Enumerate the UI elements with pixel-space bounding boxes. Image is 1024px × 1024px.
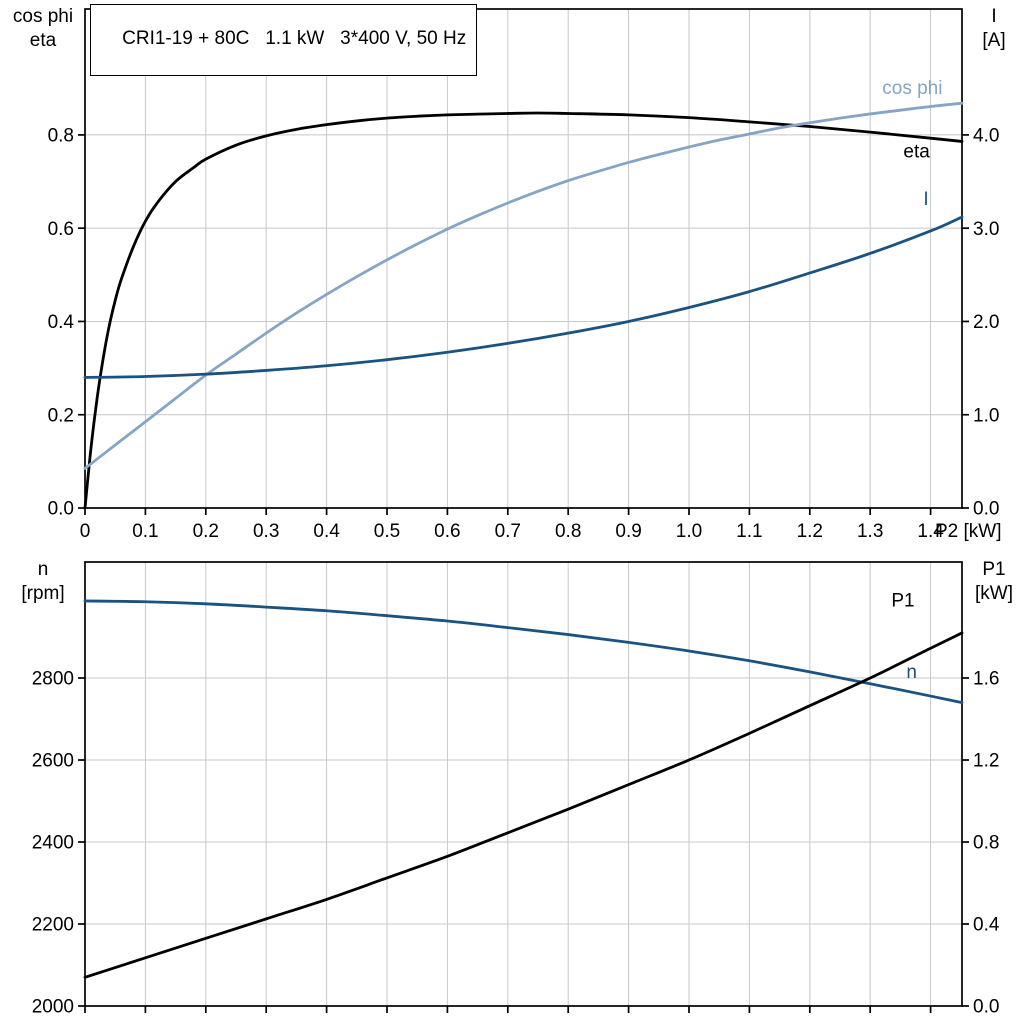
right-axis-tick-label: 2.0 <box>973 312 999 333</box>
axis-title-speed-unit: [rpm] <box>21 583 65 604</box>
axis-title-cos-phi: cos phi <box>12 6 74 27</box>
right-axis-tick-label: 1.6 <box>973 669 999 690</box>
axis-title-current-unit: [A] <box>982 30 1006 51</box>
left-axis-tick-label: 0.0 <box>48 499 74 520</box>
p1-curve <box>83 631 964 979</box>
right-axis-tick-label: 4.0 <box>973 126 999 147</box>
curve-label-eta: eta <box>903 141 930 162</box>
left-axis-tick-label: 0.2 <box>48 405 74 426</box>
axis-title-p1-unit: [kW] <box>975 583 1013 604</box>
right-axis-tick-label: 0.4 <box>973 915 1000 936</box>
bottom-left-axis-title: n [rpm] <box>4 558 82 606</box>
top-right-axis-title: I [A] <box>966 5 1022 53</box>
axis-title-current: I <box>991 6 997 27</box>
curve-label-cos-phi: cos phi <box>882 78 942 99</box>
x-axis-tick-label: 0.8 <box>555 521 581 542</box>
left-axis-tick-label: 2000 <box>32 997 74 1018</box>
right-axis-tick-label: 1.0 <box>973 405 999 426</box>
right-axis-tick-label: 3.0 <box>973 219 999 240</box>
x-axis-tick-label: 0.4 <box>313 521 340 542</box>
left-axis-tick-label: 2800 <box>32 669 74 690</box>
x-axis-tick-label: 0.1 <box>132 521 158 542</box>
top-left-axis-title: cos phi eta <box>4 5 82 53</box>
axis-title-p1: P1 <box>982 559 1006 580</box>
x-axis-tick-label: 1.2 <box>797 521 823 542</box>
right-axis-tick-label: 0.0 <box>973 997 999 1018</box>
left-axis-tick-label: 2600 <box>32 751 74 772</box>
x-axis-tick-label: 0.5 <box>374 521 400 542</box>
right-axis-tick-label: 0.0 <box>973 499 999 520</box>
plot-top: 0.0 0.2 0.4 0.6 0.8 0.0 1.0 2.0 3.0 4.0 0 0.1 0.2 0.3… <box>48 8 1002 542</box>
x-axis-tick-label: 0.7 <box>495 521 521 542</box>
speed-curve <box>83 599 964 705</box>
chart-title-box: CRI1-19 + 80C 1.1 kW 3*400 V, 50 Hz <box>90 4 478 76</box>
bottom-right-axis-title: P1 [kW] <box>966 558 1022 606</box>
right-axis-tick-label: 0.8 <box>973 833 999 854</box>
x-axis-tick-label: 0.3 <box>253 521 279 542</box>
current-curve <box>83 215 964 379</box>
plot-frame <box>84 8 963 509</box>
left-axis-tick-label: 2200 <box>32 915 74 936</box>
x-axis-tick-label: 1.4 <box>917 521 944 542</box>
curve-label-current: I <box>923 189 928 210</box>
axis-title-speed: n <box>37 559 49 580</box>
x-axis-tick-label: 1.3 <box>857 521 883 542</box>
left-axis-tick-label: 2400 <box>32 833 74 854</box>
curve-label-p1: P1 <box>891 590 914 611</box>
x-axis-tick-label: 1.0 <box>676 521 702 542</box>
plot-frame <box>84 561 963 1007</box>
left-axis-tick-label: 0.4 <box>48 312 75 333</box>
cos-phi-curve <box>83 101 964 470</box>
x-axis-tick-label: 1.1 <box>736 521 762 542</box>
left-axis-tick-label: 0.6 <box>48 219 74 240</box>
x-axis-tick-label: 0 <box>80 521 91 542</box>
right-axis-tick-label: 1.2 <box>973 751 999 772</box>
eta-curve <box>83 111 964 510</box>
x-axis-tick-label: 0.6 <box>434 521 460 542</box>
plot-bottom: 2000 2200 2400 2600 2800 0.0 0.4 0.8 1.2 1.6 n P1 <box>32 561 1000 1018</box>
x-axis-label: P2 [kW] <box>935 521 1002 542</box>
x-axis-tick-label: 0.2 <box>193 521 219 542</box>
left-axis-tick-label: 0.8 <box>48 126 74 147</box>
chart-title: CRI1-19 + 80C 1.1 kW 3*400 V, 50 Hz <box>122 28 467 49</box>
curve-label-speed: n <box>906 662 917 683</box>
axis-title-eta: eta <box>29 30 57 51</box>
x-axis-tick-label: 0.9 <box>615 521 641 542</box>
